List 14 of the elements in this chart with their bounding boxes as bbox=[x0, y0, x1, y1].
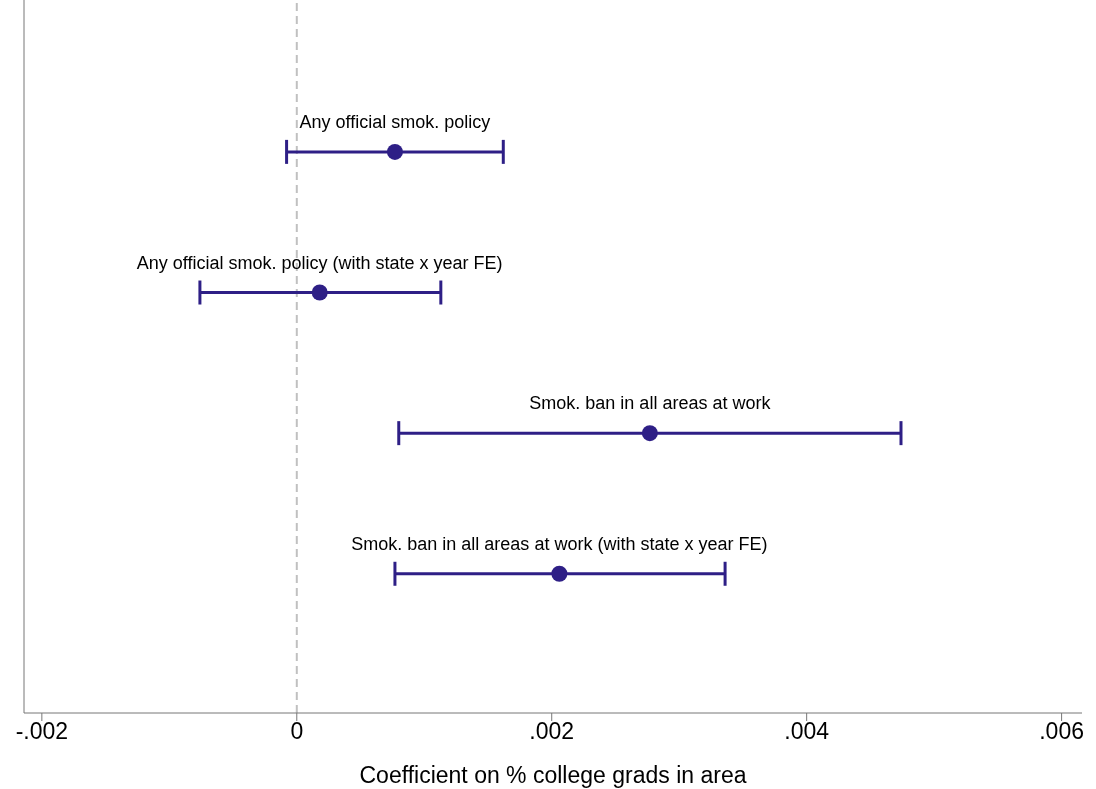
x-tick-label: -.002 bbox=[15, 718, 69, 745]
point bbox=[311, 284, 328, 301]
x-tick-label: .002 bbox=[529, 718, 575, 745]
x-axis-title: Coefficient on % college grads in area bbox=[359, 762, 747, 788]
y-tick-label: Smok. ban in all areas at work bbox=[529, 393, 772, 414]
point bbox=[551, 565, 568, 582]
x-tick-label: 0 bbox=[290, 718, 304, 745]
x-tick-label: .006 bbox=[1039, 718, 1084, 745]
y-tick-label: Any official smok. policy (with state x year FE) bbox=[136, 252, 503, 273]
x-tick-label: .004 bbox=[784, 718, 830, 745]
point bbox=[641, 425, 658, 442]
point bbox=[386, 143, 403, 160]
y-tick-label: Smok. ban in all areas at work (with state x year FE) bbox=[351, 533, 768, 554]
y-tick-label: Any official smok. policy bbox=[299, 111, 491, 132]
